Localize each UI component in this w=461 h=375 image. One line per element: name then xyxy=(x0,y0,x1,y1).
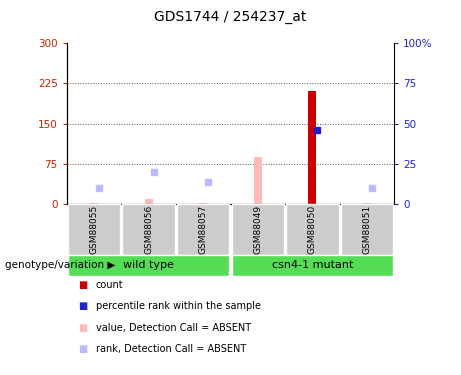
Text: GSM88051: GSM88051 xyxy=(362,205,372,254)
Text: percentile rank within the sample: percentile rank within the sample xyxy=(96,302,261,311)
Text: GSM88055: GSM88055 xyxy=(89,205,99,254)
Bar xyxy=(145,199,153,204)
Text: GSM88057: GSM88057 xyxy=(199,205,208,254)
Text: ■: ■ xyxy=(78,302,88,311)
Text: count: count xyxy=(96,280,124,290)
Text: rank, Detection Call = ABSENT: rank, Detection Call = ABSENT xyxy=(96,344,246,354)
Text: ■: ■ xyxy=(78,323,88,333)
Text: wild type: wild type xyxy=(123,260,174,270)
Text: GDS1744 / 254237_at: GDS1744 / 254237_at xyxy=(154,10,307,24)
Text: ■: ■ xyxy=(78,344,88,354)
Text: GSM88056: GSM88056 xyxy=(144,205,153,254)
FancyBboxPatch shape xyxy=(123,204,175,255)
Text: value, Detection Call = ABSENT: value, Detection Call = ABSENT xyxy=(96,323,251,333)
Bar xyxy=(90,203,98,204)
FancyBboxPatch shape xyxy=(231,255,393,276)
Bar xyxy=(308,92,316,204)
FancyBboxPatch shape xyxy=(68,255,230,276)
Text: ■: ■ xyxy=(78,280,88,290)
FancyBboxPatch shape xyxy=(286,204,338,255)
Text: GSM88049: GSM88049 xyxy=(253,205,262,254)
Bar xyxy=(199,203,207,204)
Text: genotype/variation ▶: genotype/variation ▶ xyxy=(5,260,115,270)
Text: GSM88050: GSM88050 xyxy=(308,205,317,254)
Text: csn4-1 mutant: csn4-1 mutant xyxy=(272,260,353,270)
Bar xyxy=(363,203,371,204)
FancyBboxPatch shape xyxy=(177,204,230,255)
Bar xyxy=(254,157,262,204)
FancyBboxPatch shape xyxy=(68,204,120,255)
FancyBboxPatch shape xyxy=(341,204,393,255)
FancyBboxPatch shape xyxy=(231,204,284,255)
